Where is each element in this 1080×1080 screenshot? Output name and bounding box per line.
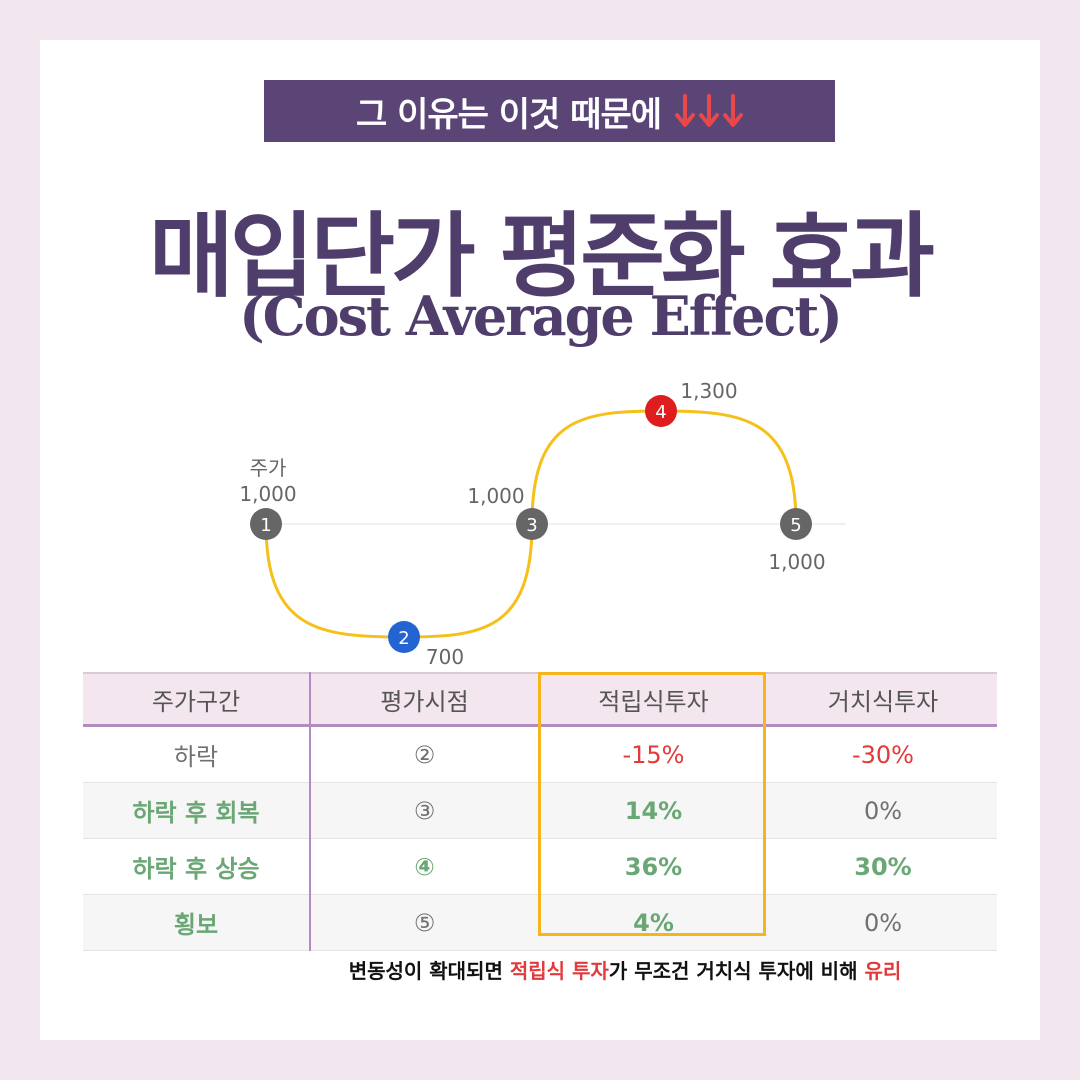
header-lump-sum: 거치식투자: [769, 672, 997, 727]
point-cell: ⑤: [310, 894, 538, 951]
main-title: 매입단가 평준화 효과: [149, 203, 935, 310]
banner-text: 그 이유는 이것 때문에: [355, 94, 662, 135]
footnote-highlight-advantage: 유리: [864, 959, 902, 983]
point-number-3: 3: [526, 515, 537, 536]
table-row: 횡보 ⑤ 4% 0%: [83, 894, 997, 951]
footnote-text-2: 가 무조건 거치식 투자에 비해: [608, 959, 865, 983]
footnote-highlight-dca: 적립식 투자: [509, 959, 609, 983]
down-arrows-icon: [675, 94, 744, 128]
price-label: 주가: [250, 456, 287, 480]
footnote-text: 변동성이 확대되면: [348, 959, 510, 983]
english-subtitle: (Cost Average Effect): [239, 284, 843, 348]
point-value-label-1: 1,000: [239, 482, 296, 506]
dca-cell: -15%: [538, 725, 769, 783]
header-dca: 적립식투자: [538, 672, 769, 727]
table-row: 하락 ② -15% -30%: [83, 725, 997, 783]
point-number-5: 5: [790, 515, 801, 536]
lump-cell: -30%: [769, 725, 997, 783]
footnote: 변동성이 확대되면 적립식 투자가 무조건 거치식 투자에 비해 유리: [0, 955, 1080, 984]
dca-cell: 36%: [538, 838, 769, 895]
point-cell: ③: [310, 782, 538, 839]
point-value-label-5: 1,000: [768, 550, 825, 574]
point-value-label-3: 1,000: [467, 484, 524, 508]
table-row: 하락 후 회복 ③ 14% 0%: [83, 782, 997, 839]
point-number-2: 2: [398, 628, 409, 649]
point-number-1: 1: [260, 515, 271, 536]
phase-cell: 하락 후 회복: [83, 782, 311, 839]
point-marker-1: [250, 508, 282, 540]
lump-cell: 30%: [769, 838, 997, 895]
point-cell: ②: [310, 725, 538, 783]
lump-cell: 0%: [769, 782, 997, 839]
point-marker-5: [780, 508, 812, 540]
lump-cell: 0%: [769, 894, 997, 951]
header-banner: 그 이유는 이것 때문에: [264, 80, 835, 142]
point-marker-3: [516, 508, 548, 540]
phase-cell: 하락 후 상승: [83, 838, 311, 895]
header-eval-point: 평가시점: [310, 672, 538, 727]
returns-table: 주가구간 평가시점 적립식투자 거치식투자 하락 ② -15% -30% 하락 …: [83, 672, 997, 951]
point-cell: ④: [310, 838, 538, 895]
table-row: 하락 후 상승 ④ 36% 30%: [83, 838, 997, 895]
phase-cell: 하락: [83, 725, 311, 783]
point-marker-2: [388, 621, 420, 653]
dca-cell: 14%: [538, 782, 769, 839]
phase-cell: 횡보: [83, 894, 311, 951]
point-value-label-4: 1,300: [680, 379, 737, 403]
point-marker-4: [645, 395, 677, 427]
header-phase: 주가구간: [83, 672, 311, 727]
point-number-4: 4: [655, 402, 666, 423]
point-value-label-2: 700: [426, 645, 464, 669]
table-header-row: 주가구간 평가시점 적립식투자 거치식투자: [83, 672, 997, 727]
dca-cell: 4%: [538, 894, 769, 951]
